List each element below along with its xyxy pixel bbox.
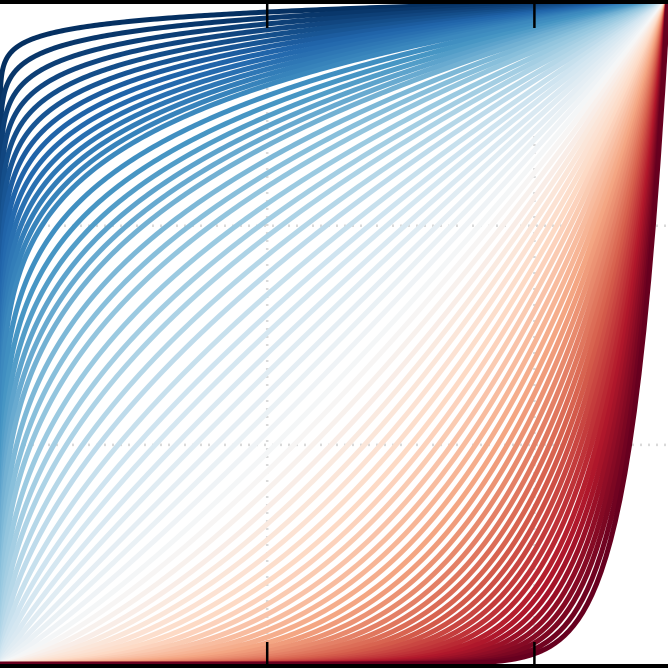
series-line-17: [0, 0, 668, 667]
series-line-21: [0, 0, 668, 667]
series-line-16: [0, 0, 668, 667]
series-line-27: [0, 0, 668, 667]
series-line-20: [0, 0, 668, 667]
series-line-33: [0, 0, 668, 667]
series-line-39: [0, 0, 668, 667]
series-line-19: [0, 0, 668, 667]
series-line-29: [0, 0, 668, 667]
series-line-38: [0, 0, 668, 667]
series-line-28: [0, 0, 668, 667]
series-line-30: [0, 0, 668, 667]
series-line-31: [0, 0, 668, 667]
series-line-35: [0, 0, 668, 667]
power-curves-chart: [0, 0, 668, 668]
series-line-24: [0, 0, 668, 667]
series-line-22: [0, 0, 668, 667]
series-line-14: [0, 0, 668, 667]
series-line-34: [0, 0, 668, 667]
chart-area: [0, 0, 668, 668]
series-line-18: [0, 0, 668, 667]
series-line-37: [0, 0, 668, 667]
series-lines: [0, 0, 668, 667]
series-line-36: [0, 0, 668, 667]
series-line-26: [0, 0, 668, 667]
axes-frame: [0, 0, 668, 668]
series-line-15: [0, 0, 668, 667]
series-line-23: [0, 0, 668, 667]
series-line-32: [0, 0, 668, 667]
series-line-25: [0, 0, 668, 667]
